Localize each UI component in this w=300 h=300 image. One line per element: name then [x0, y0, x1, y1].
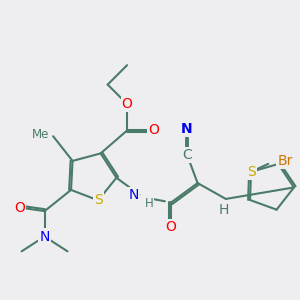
Text: N: N [128, 188, 139, 202]
Text: H: H [145, 197, 153, 210]
Text: O: O [122, 97, 133, 111]
Text: C: C [182, 148, 192, 162]
Text: N: N [181, 122, 193, 136]
Text: O: O [166, 220, 177, 234]
Text: S: S [94, 193, 103, 207]
Text: O: O [148, 124, 159, 137]
Text: S: S [247, 165, 255, 179]
Text: Br: Br [278, 154, 293, 168]
Text: O: O [14, 201, 25, 214]
Text: Me: Me [32, 128, 50, 141]
Text: N: N [39, 230, 50, 244]
Text: H: H [219, 203, 229, 217]
